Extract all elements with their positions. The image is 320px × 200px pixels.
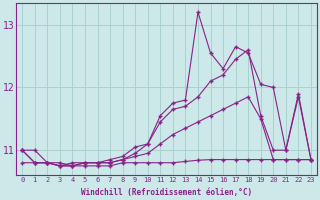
X-axis label: Windchill (Refroidissement éolien,°C): Windchill (Refroidissement éolien,°C) xyxy=(81,188,252,197)
